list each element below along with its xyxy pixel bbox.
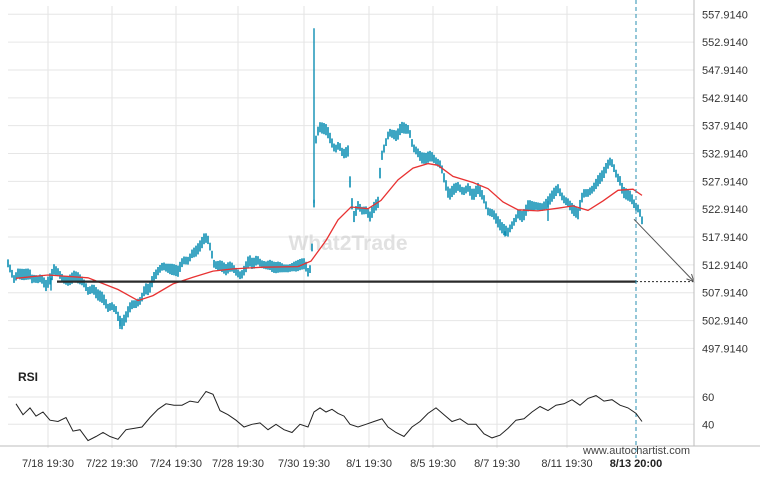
grid [8,6,694,448]
x-tick-label: 7/28 19:30 [212,458,264,470]
y-tick-label: 527.9140 [702,176,748,188]
watermark: What2Trade [288,232,407,255]
y-tick-label: 497.9140 [702,343,748,355]
y-tick-label: 532.9140 [702,149,748,161]
y-tick-label: 542.9140 [702,93,748,105]
x-tick-label: 7/24 19:30 [150,458,202,470]
rsi-tick-label: 40 [702,419,714,431]
y-tick-label: 512.9140 [702,260,748,272]
x-tick-label: 7/30 19:30 [278,458,330,470]
rsi-label: RSI [18,370,38,384]
last-date-label: 8/13 20:00 [610,458,663,470]
rsi-tick-label: 60 [702,392,714,404]
x-tick-label: 7/22 19:30 [86,458,138,470]
x-tick-label: 8/1 19:30 [346,458,392,470]
y-tick-label: 507.9140 [702,288,748,300]
x-tick-label: 8/5 19:30 [410,458,456,470]
y-tick-label: 517.9140 [702,232,748,244]
rsi-line [15,390,643,442]
x-tick-label: 8/11 19:30 [541,458,592,470]
y-tick-label: 502.9140 [702,316,748,328]
x-tick-label: 8/7 19:30 [474,458,520,470]
y-tick-label: 537.9140 [702,121,748,133]
projection-arrow-line [633,218,695,282]
series-layer [7,0,695,458]
y-tick-label: 547.9140 [702,65,748,77]
moving-average-line [15,162,643,302]
y-tick-label: 552.9140 [702,37,748,49]
attribution: www.autochartist.com [582,445,690,457]
x-tick-label: 7/18 19:30 [22,458,74,470]
y-tick-label: 522.9140 [702,204,748,216]
y-tick-label: 557.9140 [702,9,748,21]
axes: 7/18 19:30 7/22 19:30 7/24 19:30 7/28 19:30… [0,0,760,470]
